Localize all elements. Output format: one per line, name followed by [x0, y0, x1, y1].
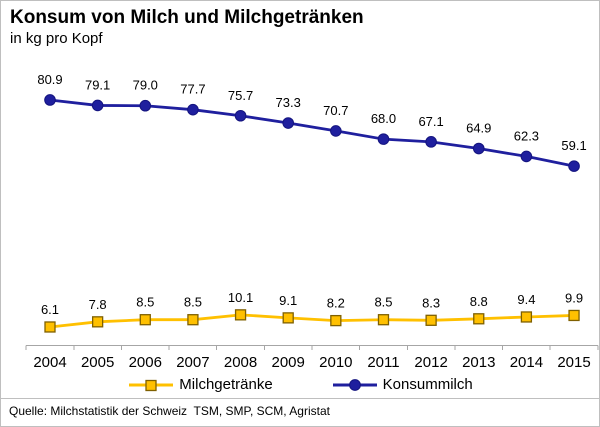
data-label: 75.7 — [228, 88, 253, 103]
chart-title: Konsum von Milch und Milchgetränken — [10, 7, 364, 28]
series-line-circle — [49, 98, 575, 168]
data-label: 79.0 — [133, 78, 158, 93]
data-point-marker — [187, 314, 199, 326]
data-label: 80.9 — [37, 72, 62, 87]
data-label: 8.2 — [327, 296, 345, 311]
legend-swatch-square-icon — [129, 379, 174, 391]
data-label: 8.8 — [470, 294, 488, 309]
data-label: 8.5 — [136, 295, 154, 310]
data-point-marker — [568, 160, 580, 172]
data-label: 10.1 — [228, 290, 253, 305]
legend-item-konsummilch: Konsummilch — [331, 376, 473, 393]
data-label: 68.0 — [371, 111, 396, 126]
data-label: 6.1 — [41, 302, 59, 317]
data-point-marker — [234, 109, 247, 122]
data-point-marker — [568, 309, 580, 322]
data-point-marker — [91, 99, 104, 112]
x-axis-label: 2012 — [414, 354, 447, 371]
chart-legend: Milchgetränke Konsummilch — [1, 376, 599, 393]
data-label: 8.5 — [184, 295, 202, 310]
chart-subtitle: in kg pro Kopf — [10, 30, 103, 47]
data-point-marker — [330, 314, 342, 327]
x-axis-label: 2015 — [557, 354, 590, 371]
data-point-marker — [473, 313, 485, 325]
x-axis-label: 2011 — [367, 354, 399, 371]
x-axis-label: 2007 — [176, 354, 209, 371]
data-point-marker — [520, 150, 533, 163]
data-label: 8.5 — [374, 295, 392, 310]
data-point-marker — [330, 125, 342, 137]
data-point-marker — [472, 142, 485, 155]
source-note: Quelle: Milchstatistik der Schweiz TSM, … — [9, 404, 330, 418]
data-point-marker — [377, 314, 390, 326]
data-label: 9.9 — [565, 290, 583, 305]
data-label: 73.3 — [276, 95, 301, 110]
data-point-marker — [377, 133, 390, 145]
x-axis-label: 2013 — [462, 354, 495, 371]
data-label: 70.7 — [323, 103, 348, 118]
legend-label-konsummilch: Konsummilch — [382, 376, 473, 393]
x-axis-label: 2009 — [272, 354, 305, 371]
data-point-marker — [425, 314, 437, 326]
data-point-marker — [187, 103, 199, 116]
data-label: 77.7 — [180, 82, 205, 97]
legend-swatch-circle-icon — [332, 378, 377, 391]
x-axis-label: 2006 — [129, 354, 162, 371]
series-line-square — [49, 313, 575, 329]
data-label: 7.8 — [89, 297, 107, 312]
data-point-marker — [91, 316, 104, 328]
data-label: 79.1 — [85, 77, 110, 92]
x-axis-label: 2005 — [81, 354, 114, 371]
legend-item-milchgetraenke: Milchgetränke — [127, 376, 273, 393]
data-point-marker — [139, 314, 151, 326]
data-label: 67.1 — [418, 114, 443, 129]
data-point-marker — [282, 312, 294, 324]
data-point-marker — [234, 309, 247, 321]
data-point-marker — [44, 94, 56, 106]
x-axis-label: 2010 — [319, 354, 352, 371]
legend-label-milchgetraenke: Milchgetränke — [179, 376, 273, 393]
chart-header: Konsum von Milch und Milchgetränken in k… — [10, 7, 364, 48]
x-axis-label: 2004 — [33, 354, 66, 371]
data-label: 64.9 — [466, 121, 491, 136]
data-point-marker — [44, 321, 56, 333]
data-label: 8.3 — [422, 295, 440, 310]
data-label: 9.4 — [517, 292, 535, 307]
data-label: 59.1 — [561, 138, 586, 153]
footer-divider — [1, 398, 599, 399]
data-point-marker — [520, 311, 533, 323]
x-axis-label: 2014 — [510, 354, 543, 371]
data-label: 62.3 — [514, 128, 539, 143]
data-label: 9.1 — [279, 293, 297, 308]
data-point-marker — [282, 117, 295, 129]
x-axis-label: 2008 — [224, 354, 257, 371]
data-point-marker — [425, 136, 437, 148]
data-point-marker — [139, 99, 152, 112]
